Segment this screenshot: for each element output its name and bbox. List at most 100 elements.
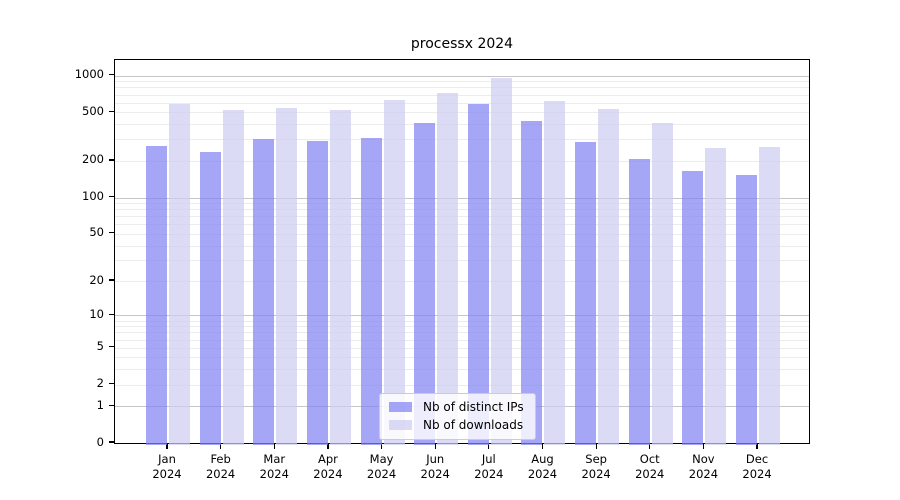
x-tick-month: Sep <box>585 452 607 466</box>
y-tick-label: 50 <box>89 225 104 240</box>
gridline-minor <box>115 112 809 114</box>
x-tick-year: 2024 <box>474 467 504 481</box>
y-tick-mark <box>109 232 114 234</box>
bar-may-downloads <box>383 99 405 445</box>
gridline-minor <box>115 332 809 334</box>
plot-area: Nb of distinct IPs Nb of downloads <box>114 59 810 445</box>
x-tick-year: 2024 <box>366 467 397 481</box>
x-tick-year: 2024 <box>581 467 611 481</box>
legend-swatch-distinct-ips <box>389 402 412 412</box>
y-tick-mark <box>109 346 114 348</box>
y-tick-label: 200 <box>82 152 104 167</box>
x-tick-mark <box>380 444 383 449</box>
gridline-minor <box>115 384 809 386</box>
x-tick-mark <box>434 444 436 449</box>
bar-sep-distinct-ips <box>575 141 597 445</box>
x-tick-year: 2024 <box>420 467 450 481</box>
y-tick-label: 100 <box>82 189 104 204</box>
bar-mar-distinct-ips <box>253 139 275 445</box>
x-tick-month: Aug <box>531 452 554 466</box>
y-tick-label: 2 <box>96 376 104 391</box>
x-tick-mark <box>273 444 275 449</box>
bar-feb-distinct-ips <box>199 152 221 445</box>
x-tick-mark <box>541 444 544 449</box>
gridline-minor <box>115 347 809 349</box>
x-tick-month: May <box>369 452 394 466</box>
y-tick-label: 10 <box>89 306 104 321</box>
x-tick-year: 2024 <box>688 467 719 481</box>
x-tick-label-nov: Nov 2024 <box>675 452 731 482</box>
y-tick-label: 1000 <box>74 67 104 82</box>
bar-jan-distinct-ips <box>146 145 167 445</box>
x-tick-month: Jul <box>481 452 496 466</box>
y-tick-mark <box>109 313 114 316</box>
gridline-minor <box>115 139 809 141</box>
gridline-minor <box>115 124 809 126</box>
x-tick-label-sep: Sep 2024 <box>568 452 624 482</box>
bar-jun-distinct-ips <box>414 122 436 445</box>
gridline-minor <box>115 339 809 341</box>
gridline-major <box>115 315 809 317</box>
bar-jan-downloads <box>169 103 190 445</box>
legend-label-distinct-ips: Nb of distinct IPs <box>423 400 524 414</box>
y-tick-mark <box>109 73 114 76</box>
gridline-minor <box>115 94 809 96</box>
bar-nov-distinct-ips <box>682 170 704 445</box>
y-tick-label: 500 <box>82 103 104 118</box>
y-tick-label: 1 <box>96 397 104 412</box>
gridline-minor <box>115 102 809 104</box>
x-tick-label-feb: Feb 2024 <box>193 452 249 482</box>
bar-oct-downloads <box>651 122 673 445</box>
bar-jul-distinct-ips <box>467 104 489 445</box>
gridline-major <box>115 197 809 199</box>
bar-dec-downloads <box>759 146 781 445</box>
gridline-minor <box>115 260 809 262</box>
x-tick-month: Nov <box>692 452 715 466</box>
gridline-minor <box>115 216 809 218</box>
legend-item-distinct-ips: Nb of distinct IPs <box>389 400 524 414</box>
x-tick-label-aug: Aug 2024 <box>514 452 570 482</box>
x-tick-month: Feb <box>210 452 231 466</box>
y-tick-label: 20 <box>89 272 104 287</box>
y-tick-mark <box>109 195 114 198</box>
x-tick-year: 2024 <box>742 467 772 481</box>
gridline-minor <box>115 160 809 162</box>
x-tick-month: Jan <box>158 452 176 466</box>
x-tick-month: Oct <box>639 452 660 466</box>
x-tick-mark <box>166 444 168 449</box>
x-tick-month: Mar <box>263 452 286 466</box>
x-tick-year: 2024 <box>152 467 182 481</box>
gridline-minor <box>115 357 809 359</box>
bar-nov-downloads <box>705 147 727 445</box>
legend-swatch-downloads <box>389 420 412 430</box>
y-tick-mark <box>109 110 114 112</box>
x-tick-year: 2024 <box>205 467 236 481</box>
x-tick-mark <box>595 444 597 449</box>
x-tick-mark <box>756 444 758 449</box>
gridline-major <box>115 75 809 77</box>
x-tick-mark <box>649 444 651 449</box>
x-tick-mark <box>488 444 490 449</box>
gridline-minor <box>115 209 809 211</box>
gridline-minor <box>115 245 809 247</box>
x-tick-year: 2024 <box>527 467 558 481</box>
bar-feb-downloads <box>222 110 244 445</box>
legend-item-downloads: Nb of downloads <box>389 418 524 432</box>
x-tick-month: Apr <box>317 452 338 466</box>
x-tick-month: Jun <box>426 452 445 466</box>
x-tick-month: Dec <box>745 452 769 466</box>
x-tick-label-dec: Dec 2024 <box>729 452 785 482</box>
x-tick-label-may: May 2024 <box>354 452 410 482</box>
x-tick-label-oct: Oct 2024 <box>622 452 678 482</box>
bar-sep-downloads <box>598 109 620 445</box>
x-tick-year: 2024 <box>635 467 665 481</box>
x-tick-label-jan: Jan 2024 <box>139 452 195 482</box>
y-tick-mark <box>109 382 114 385</box>
gridline-minor <box>115 369 809 371</box>
gridline-minor <box>115 326 809 328</box>
x-tick-year: 2024 <box>313 467 343 481</box>
bar-dec-distinct-ips <box>736 174 758 445</box>
y-tick-mark <box>109 441 114 443</box>
gridline-minor <box>115 281 809 283</box>
